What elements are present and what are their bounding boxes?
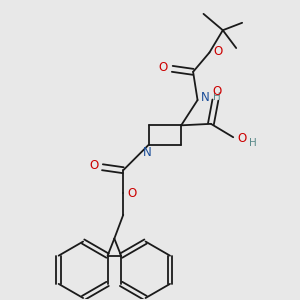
Text: O: O (89, 159, 98, 172)
Text: O: O (159, 61, 168, 74)
Text: O: O (128, 188, 137, 200)
Text: H: H (213, 92, 221, 102)
Text: H: H (249, 138, 256, 148)
Text: O: O (213, 44, 222, 58)
Text: O: O (212, 85, 221, 98)
Text: N: N (200, 91, 209, 103)
Text: O: O (237, 132, 246, 145)
Text: N: N (143, 146, 152, 159)
